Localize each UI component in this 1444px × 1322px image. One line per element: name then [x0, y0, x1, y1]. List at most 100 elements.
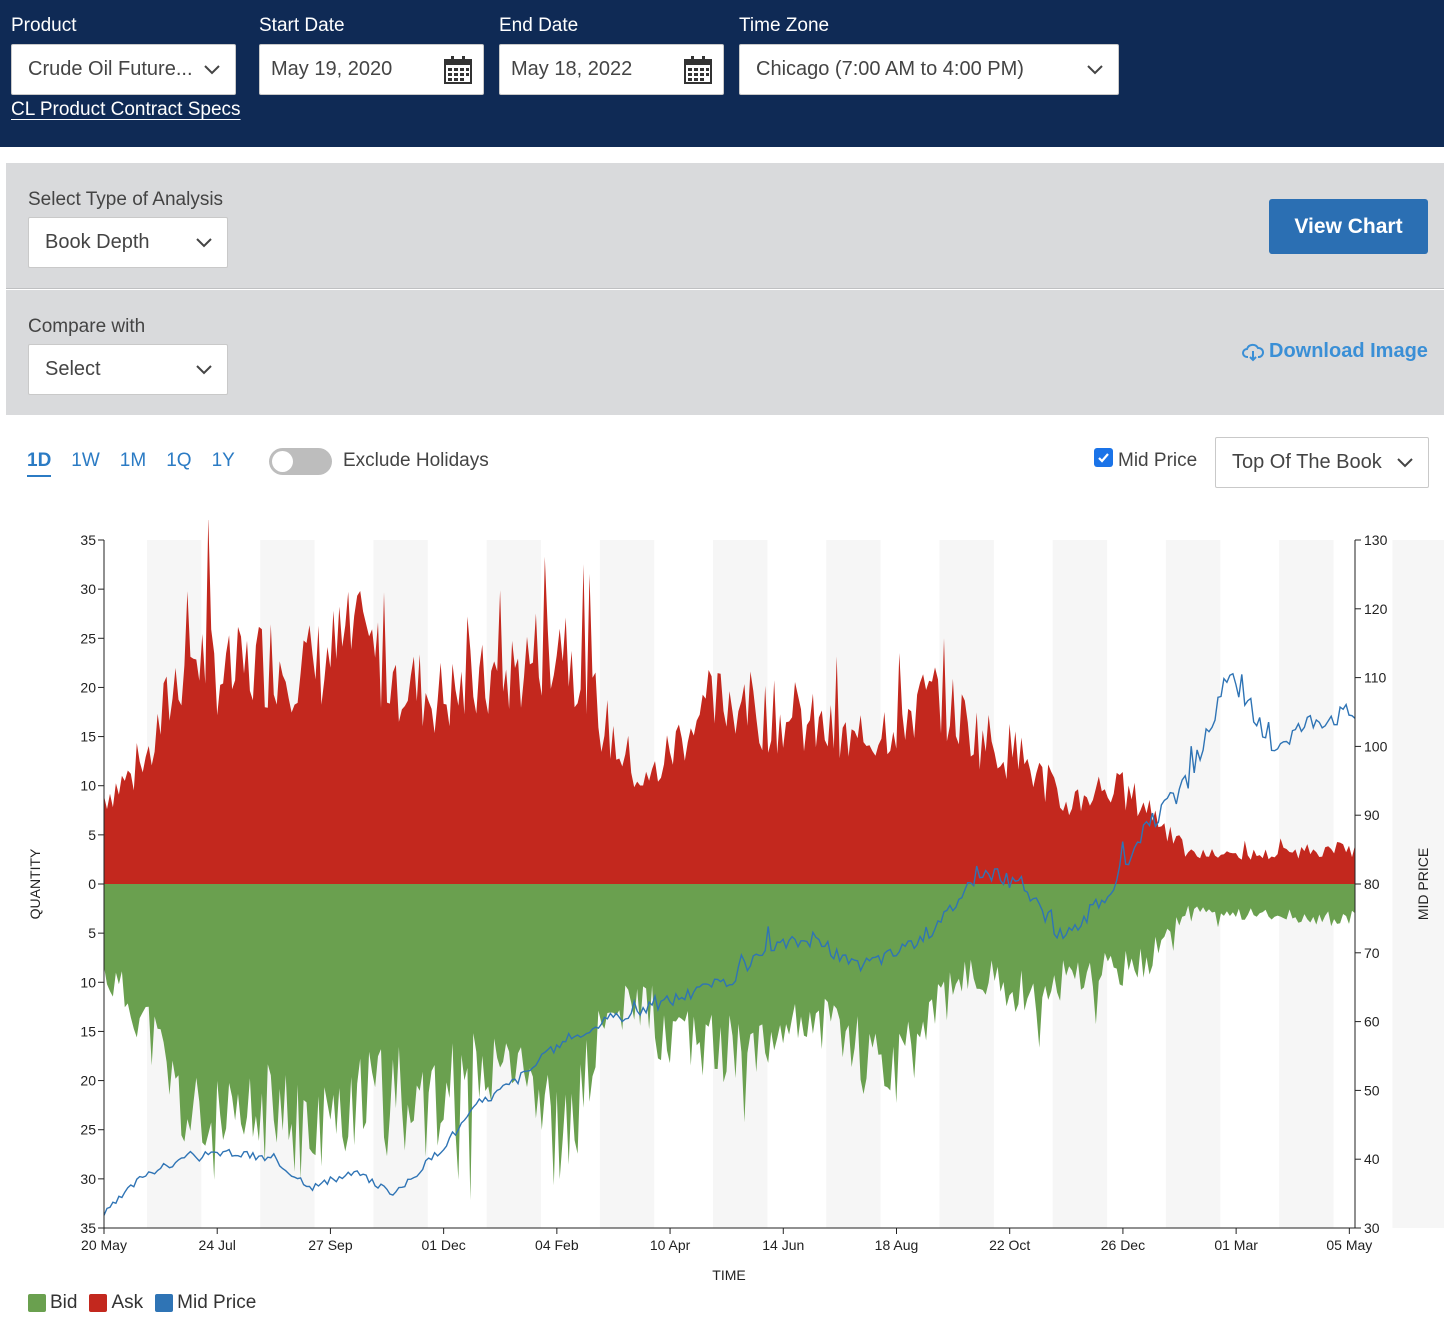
chevron-down-icon: [196, 237, 212, 247]
legend-item-mid[interactable]: Mid Price: [155, 1292, 256, 1314]
x-tick-label: 18 Aug: [875, 1237, 919, 1253]
legend-item-bid[interactable]: Bid: [28, 1292, 77, 1314]
product-label: Product: [11, 15, 77, 36]
download-image-link[interactable]: Download Image: [1242, 340, 1428, 363]
x-tick-label: 22 Oct: [989, 1237, 1030, 1253]
view-chart-button[interactable]: View Chart: [1269, 199, 1428, 254]
y-right-tick-label: 30: [1364, 1220, 1380, 1236]
y-left-tick-label: 10: [80, 778, 96, 794]
y-left-tick-label: 35: [80, 532, 96, 548]
chevron-down-icon: [1397, 457, 1413, 467]
y-right-tick-label: 120: [1364, 601, 1388, 617]
x-tick-label: 01 Mar: [1214, 1237, 1258, 1253]
legend-swatch-mid: [155, 1294, 174, 1312]
x-axis-title: TIME: [712, 1267, 745, 1283]
analysis-type-select[interactable]: Book Depth: [28, 217, 228, 268]
compare-panel: Compare with Select Download Image: [6, 290, 1444, 415]
check-icon: [1098, 453, 1109, 463]
analysis-panel: Select Type of Analysis Book Depth View …: [6, 163, 1444, 289]
calendar-icon[interactable]: [443, 55, 473, 85]
y-left-tick-label: 35: [80, 1220, 96, 1236]
y-left-axis-title: QUANTITY: [27, 848, 43, 919]
compare-value: Select: [45, 358, 101, 380]
y-right-tick-label: 40: [1364, 1151, 1380, 1167]
start-date-value: May 19, 2020: [271, 58, 393, 80]
legend-label-bid: Bid: [50, 1292, 78, 1313]
analysis-type-value: Book Depth: [45, 231, 150, 253]
download-label: Download Image: [1269, 340, 1428, 362]
y-right-tick-label: 60: [1364, 1014, 1380, 1030]
time-zone-select[interactable]: Chicago (7:00 AM to 4:00 PM): [739, 44, 1119, 95]
y-left-tick-label: 5: [88, 925, 96, 941]
exclude-holidays-label: Exclude Holidays: [343, 450, 489, 471]
legend-item-ask[interactable]: Ask: [89, 1292, 143, 1314]
bid-area: [104, 884, 1355, 1201]
time-zone-value: Chicago (7:00 AM to 4:00 PM): [756, 58, 1024, 80]
end-date-value: May 18, 2022: [511, 58, 633, 80]
mid-price-checkbox[interactable]: [1094, 448, 1113, 467]
range-tab-1q[interactable]: 1Q: [166, 450, 192, 471]
chevron-down-icon: [1087, 64, 1103, 74]
product-select[interactable]: Crude Oil Future...: [11, 44, 236, 95]
y-left-tick-label: 15: [80, 729, 96, 745]
chevron-down-icon: [204, 64, 220, 74]
compare-label: Compare with: [28, 316, 146, 337]
book-level-select[interactable]: Top Of The Book: [1215, 437, 1429, 488]
x-tick-label: 04 Feb: [535, 1237, 579, 1253]
range-tab-1y[interactable]: 1Y: [211, 450, 235, 471]
y-right-tick-label: 130: [1364, 532, 1388, 548]
y-right-tick-label: 70: [1364, 945, 1380, 961]
y-left-tick-label: 15: [80, 1023, 96, 1039]
y-left-tick-label: 20: [80, 679, 96, 695]
end-date-input[interactable]: May 18, 2022: [499, 44, 724, 95]
start-date-input[interactable]: May 19, 2020: [259, 44, 484, 95]
legend-label-ask: Ask: [111, 1292, 144, 1313]
y-left-tick-label: 20: [80, 1073, 96, 1089]
y-left-tick-label: 25: [80, 630, 96, 646]
cloud-download-icon: [1242, 343, 1264, 361]
y-right-tick-label: 50: [1364, 1082, 1380, 1098]
y-left-tick-label: 30: [80, 581, 96, 597]
y-left-tick-label: 30: [80, 1171, 96, 1187]
analysis-type-label: Select Type of Analysis: [28, 189, 224, 210]
range-tab-1m[interactable]: 1M: [119, 450, 147, 471]
x-tick-label: 10 Apr: [650, 1237, 691, 1253]
start-date-label: Start Date: [259, 15, 345, 36]
y-right-tick-label: 90: [1364, 807, 1380, 823]
product-value: Crude Oil Future...: [28, 58, 193, 80]
contract-specs-link[interactable]: CL Product Contract Specs: [11, 99, 241, 120]
book-level-value: Top Of The Book: [1232, 451, 1382, 473]
chevron-down-icon: [196, 364, 212, 374]
toggle-knob: [272, 451, 293, 472]
end-date-label: End Date: [499, 15, 579, 36]
chart-legend: Bid Ask Mid Price: [28, 1292, 268, 1314]
background-band: [1392, 540, 1444, 1228]
range-tab-1d[interactable]: 1D: [27, 450, 52, 477]
legend-swatch-bid: [28, 1294, 46, 1312]
exclude-holidays-toggle[interactable]: [269, 448, 332, 475]
y-right-tick-label: 80: [1364, 876, 1380, 892]
x-tick-label: 27 Sep: [308, 1237, 353, 1253]
range-tabs: 1D 1W 1M 1Q 1Y: [27, 450, 255, 477]
y-left-tick-label: 5: [88, 827, 96, 843]
mid-price-label: Mid Price: [1118, 450, 1198, 471]
calendar-icon[interactable]: [683, 55, 713, 85]
y-right-axis-title: MID PRICE: [1415, 848, 1431, 920]
x-tick-label: 14 Jun: [762, 1237, 804, 1253]
y-right-tick-label: 100: [1364, 738, 1388, 754]
book-depth-chart: 3530252015105051015202530351301201101009…: [27, 520, 1444, 1283]
mid-price-line: [103, 672, 1356, 1216]
x-tick-label: 24 Jul: [199, 1237, 236, 1253]
legend-swatch-ask: [89, 1294, 108, 1312]
x-tick-label: 20 May: [81, 1237, 127, 1253]
x-tick-label: 01 Dec: [421, 1237, 465, 1253]
legend-label-mid: Mid Price: [177, 1292, 257, 1313]
filter-header: Product Crude Oil Future... CL Product C…: [0, 0, 1444, 147]
x-tick-label: 05 May: [1326, 1237, 1372, 1253]
y-left-tick-label: 10: [80, 974, 96, 990]
y-left-tick-label: 25: [80, 1122, 96, 1138]
range-tab-1w[interactable]: 1W: [71, 450, 100, 471]
compare-select[interactable]: Select: [28, 344, 228, 395]
ask-area: [104, 520, 1355, 884]
x-tick-label: 26 Dec: [1101, 1237, 1145, 1253]
